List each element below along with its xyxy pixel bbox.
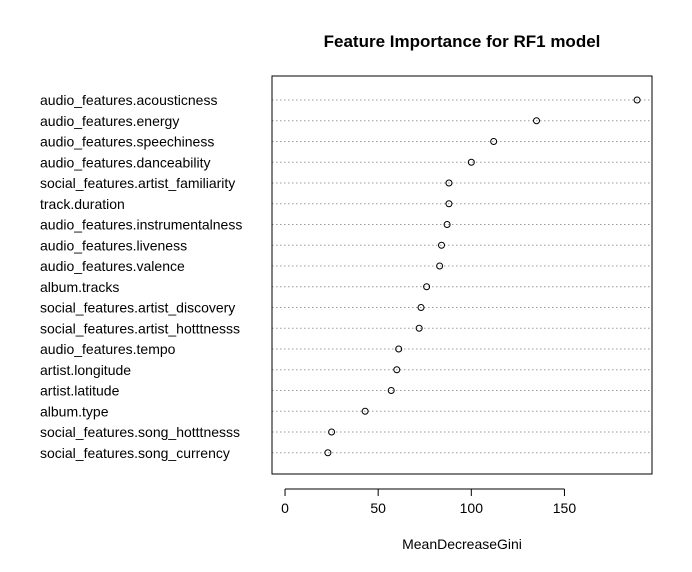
chart-title: Feature Importance for RF1 model [324,32,601,51]
category-label: audio_features.acousticness [40,92,217,108]
category-label: audio_features.liveness [40,237,187,253]
data-point [445,179,453,187]
data-point [361,407,369,415]
data-points [324,96,641,457]
category-label: audio_features.tempo [40,341,176,357]
category-label: social_features.artist_familiarity [40,175,235,191]
data-point [415,324,423,332]
data-point [443,221,451,228]
category-label: social_features.artist_discovery [40,300,235,316]
data-point [395,345,403,353]
data-point [438,241,446,249]
category-label: social_features.song_currency [40,445,230,461]
data-point [393,366,401,374]
data-point [533,117,541,125]
x-tick-label: 0 [281,500,289,516]
data-point [633,96,641,104]
x-tick-label: 50 [370,500,386,516]
plot-frame [271,75,653,475]
category-label: audio_features.danceability [40,154,210,170]
category-label: album.type [40,403,109,419]
category-label: audio_features.instrumentalness [40,217,242,233]
data-point [387,387,395,394]
x-axis-title: MeanDecreaseGini [402,536,522,552]
data-point [445,200,453,208]
category-label: artist.longitude [40,362,131,378]
x-tick-label: 100 [460,500,484,516]
x-axis: 0 50 100 150 [281,488,577,516]
data-point [436,262,444,270]
data-point [467,158,475,166]
x-tick-label: 150 [553,500,577,516]
category-label: audio_features.energy [40,113,179,129]
category-label: track.duration [40,196,125,212]
category-label: artist.latitude [40,383,120,399]
data-point [490,138,498,145]
category-label: album.tracks [40,279,119,295]
category-label: audio_features.valence [40,258,185,274]
category-label: social_features.song_hotttnesss [40,424,240,440]
data-point [417,304,425,311]
category-label: social_features.artist_hotttnesss [40,320,240,336]
data-point [324,449,332,457]
data-point [423,283,431,291]
category-label: audio_features.speechiness [40,134,214,150]
data-point [328,428,336,436]
grid-lines [272,99,652,454]
category-labels: audio_features.acousticness audio_feature… [40,92,242,461]
